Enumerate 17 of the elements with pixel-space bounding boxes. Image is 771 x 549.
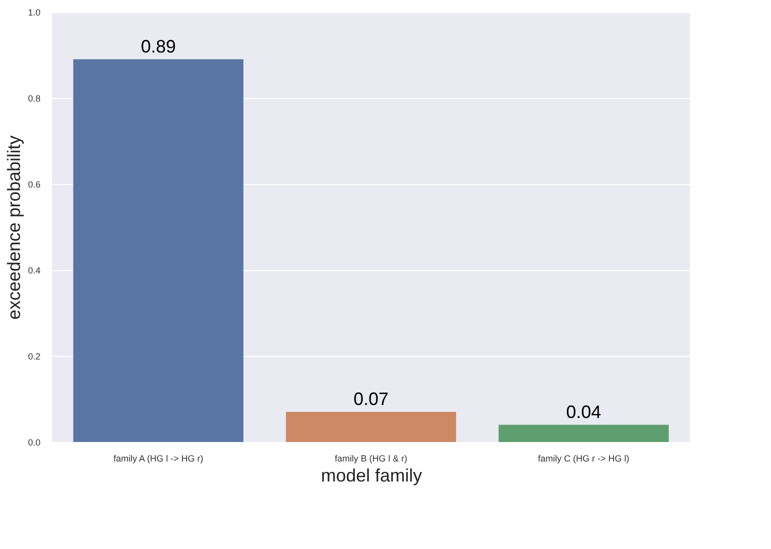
y-tick-label: 0.2 (28, 352, 40, 362)
data-label: 0.07 (353, 388, 389, 409)
y-tick-label: 0.0 (28, 438, 40, 448)
x-tick-label: family A (HG l -> HG r) (113, 454, 204, 464)
y-tick-label: 0.8 (28, 94, 40, 104)
data-label: 0.89 (140, 36, 176, 56)
y-axis-title: exceedence probability (4, 135, 24, 320)
bar (73, 59, 244, 442)
y-tick-label: 1.0 (28, 8, 40, 18)
x-axis-title: model family (320, 466, 422, 486)
bar (286, 412, 456, 442)
y-tick-label: 0.6 (28, 180, 40, 190)
bar (498, 424, 669, 442)
data-label: 0.04 (566, 402, 602, 422)
x-tick-label: family C (HG r -> HG l) (538, 454, 630, 464)
y-tick-label: 0.4 (28, 266, 40, 276)
x-tick-label: family B (HG l & r) (334, 454, 408, 464)
